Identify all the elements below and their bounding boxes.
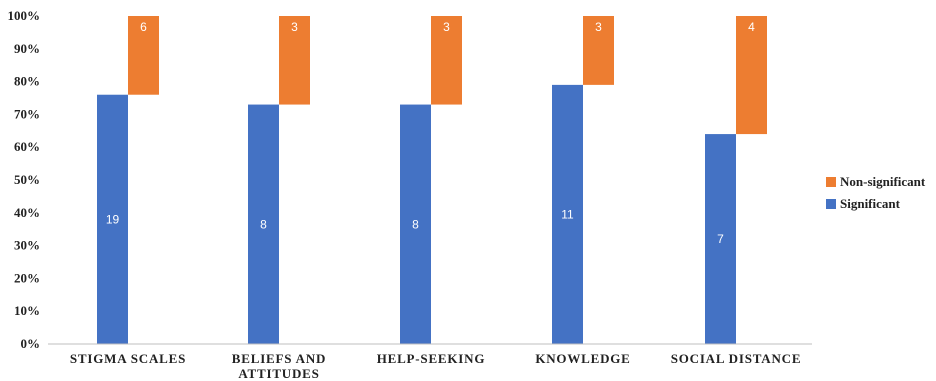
y-tick-label: 50% bbox=[14, 172, 40, 187]
y-tick-label: 20% bbox=[14, 270, 40, 285]
y-tick-label: 100% bbox=[8, 8, 41, 23]
data-label: 7 bbox=[717, 232, 724, 246]
data-label: 3 bbox=[443, 20, 450, 34]
data-label: 8 bbox=[412, 217, 419, 231]
bar-significant bbox=[400, 104, 431, 344]
data-label: 8 bbox=[260, 217, 267, 231]
category-label: HELP-SEEKING bbox=[377, 351, 486, 366]
bar-significant bbox=[552, 84, 583, 344]
category-label: BELIEFS AND ATTITUDES bbox=[232, 351, 326, 381]
y-tick-label: 10% bbox=[14, 303, 40, 318]
legend-swatch bbox=[826, 177, 836, 187]
legend-label: Non-significant bbox=[840, 174, 926, 189]
category-label: SOCIAL DISTANCE bbox=[671, 351, 802, 366]
bar-significant bbox=[97, 94, 128, 344]
y-tick-label: 60% bbox=[14, 139, 40, 154]
data-label: 4 bbox=[748, 20, 755, 34]
y-tick-label: 30% bbox=[14, 238, 40, 253]
data-label: 6 bbox=[140, 20, 147, 34]
bar-significant bbox=[705, 134, 736, 344]
bar-non-significant bbox=[431, 16, 462, 105]
bar-non-significant bbox=[279, 16, 310, 105]
y-tick-label: 90% bbox=[14, 41, 40, 56]
x-axis: STIGMA SCALES BELIEFS AND ATTITUDES HELP-SE… bbox=[48, 343, 812, 381]
y-tick-label: 70% bbox=[14, 106, 40, 121]
category-label: STIGMA SCALES bbox=[70, 351, 186, 366]
bar-non-significant bbox=[583, 16, 614, 85]
bars: 19 6 8 3 8 3 11 3 7 4 bbox=[97, 16, 767, 344]
y-tick-label: 80% bbox=[14, 74, 40, 89]
bar-non-significant bbox=[128, 16, 159, 95]
data-label: 19 bbox=[106, 212, 120, 226]
data-label: 3 bbox=[291, 20, 298, 34]
legend-swatch bbox=[826, 199, 836, 209]
y-tick-label: 40% bbox=[14, 205, 40, 220]
bar-significant bbox=[248, 104, 279, 344]
bar-non-significant bbox=[736, 16, 767, 135]
legend: Non-significant Significant bbox=[826, 174, 926, 211]
data-label: 3 bbox=[595, 20, 602, 34]
y-tick-label: 0% bbox=[21, 336, 41, 351]
legend-label: Significant bbox=[840, 196, 901, 211]
y-axis: 0% 10% 20% 30% 40% 50% 60% 70% 80% 90% 100% bbox=[8, 8, 41, 351]
category-label: KNOWLEDGE bbox=[535, 351, 630, 366]
data-label: 11 bbox=[561, 207, 574, 221]
